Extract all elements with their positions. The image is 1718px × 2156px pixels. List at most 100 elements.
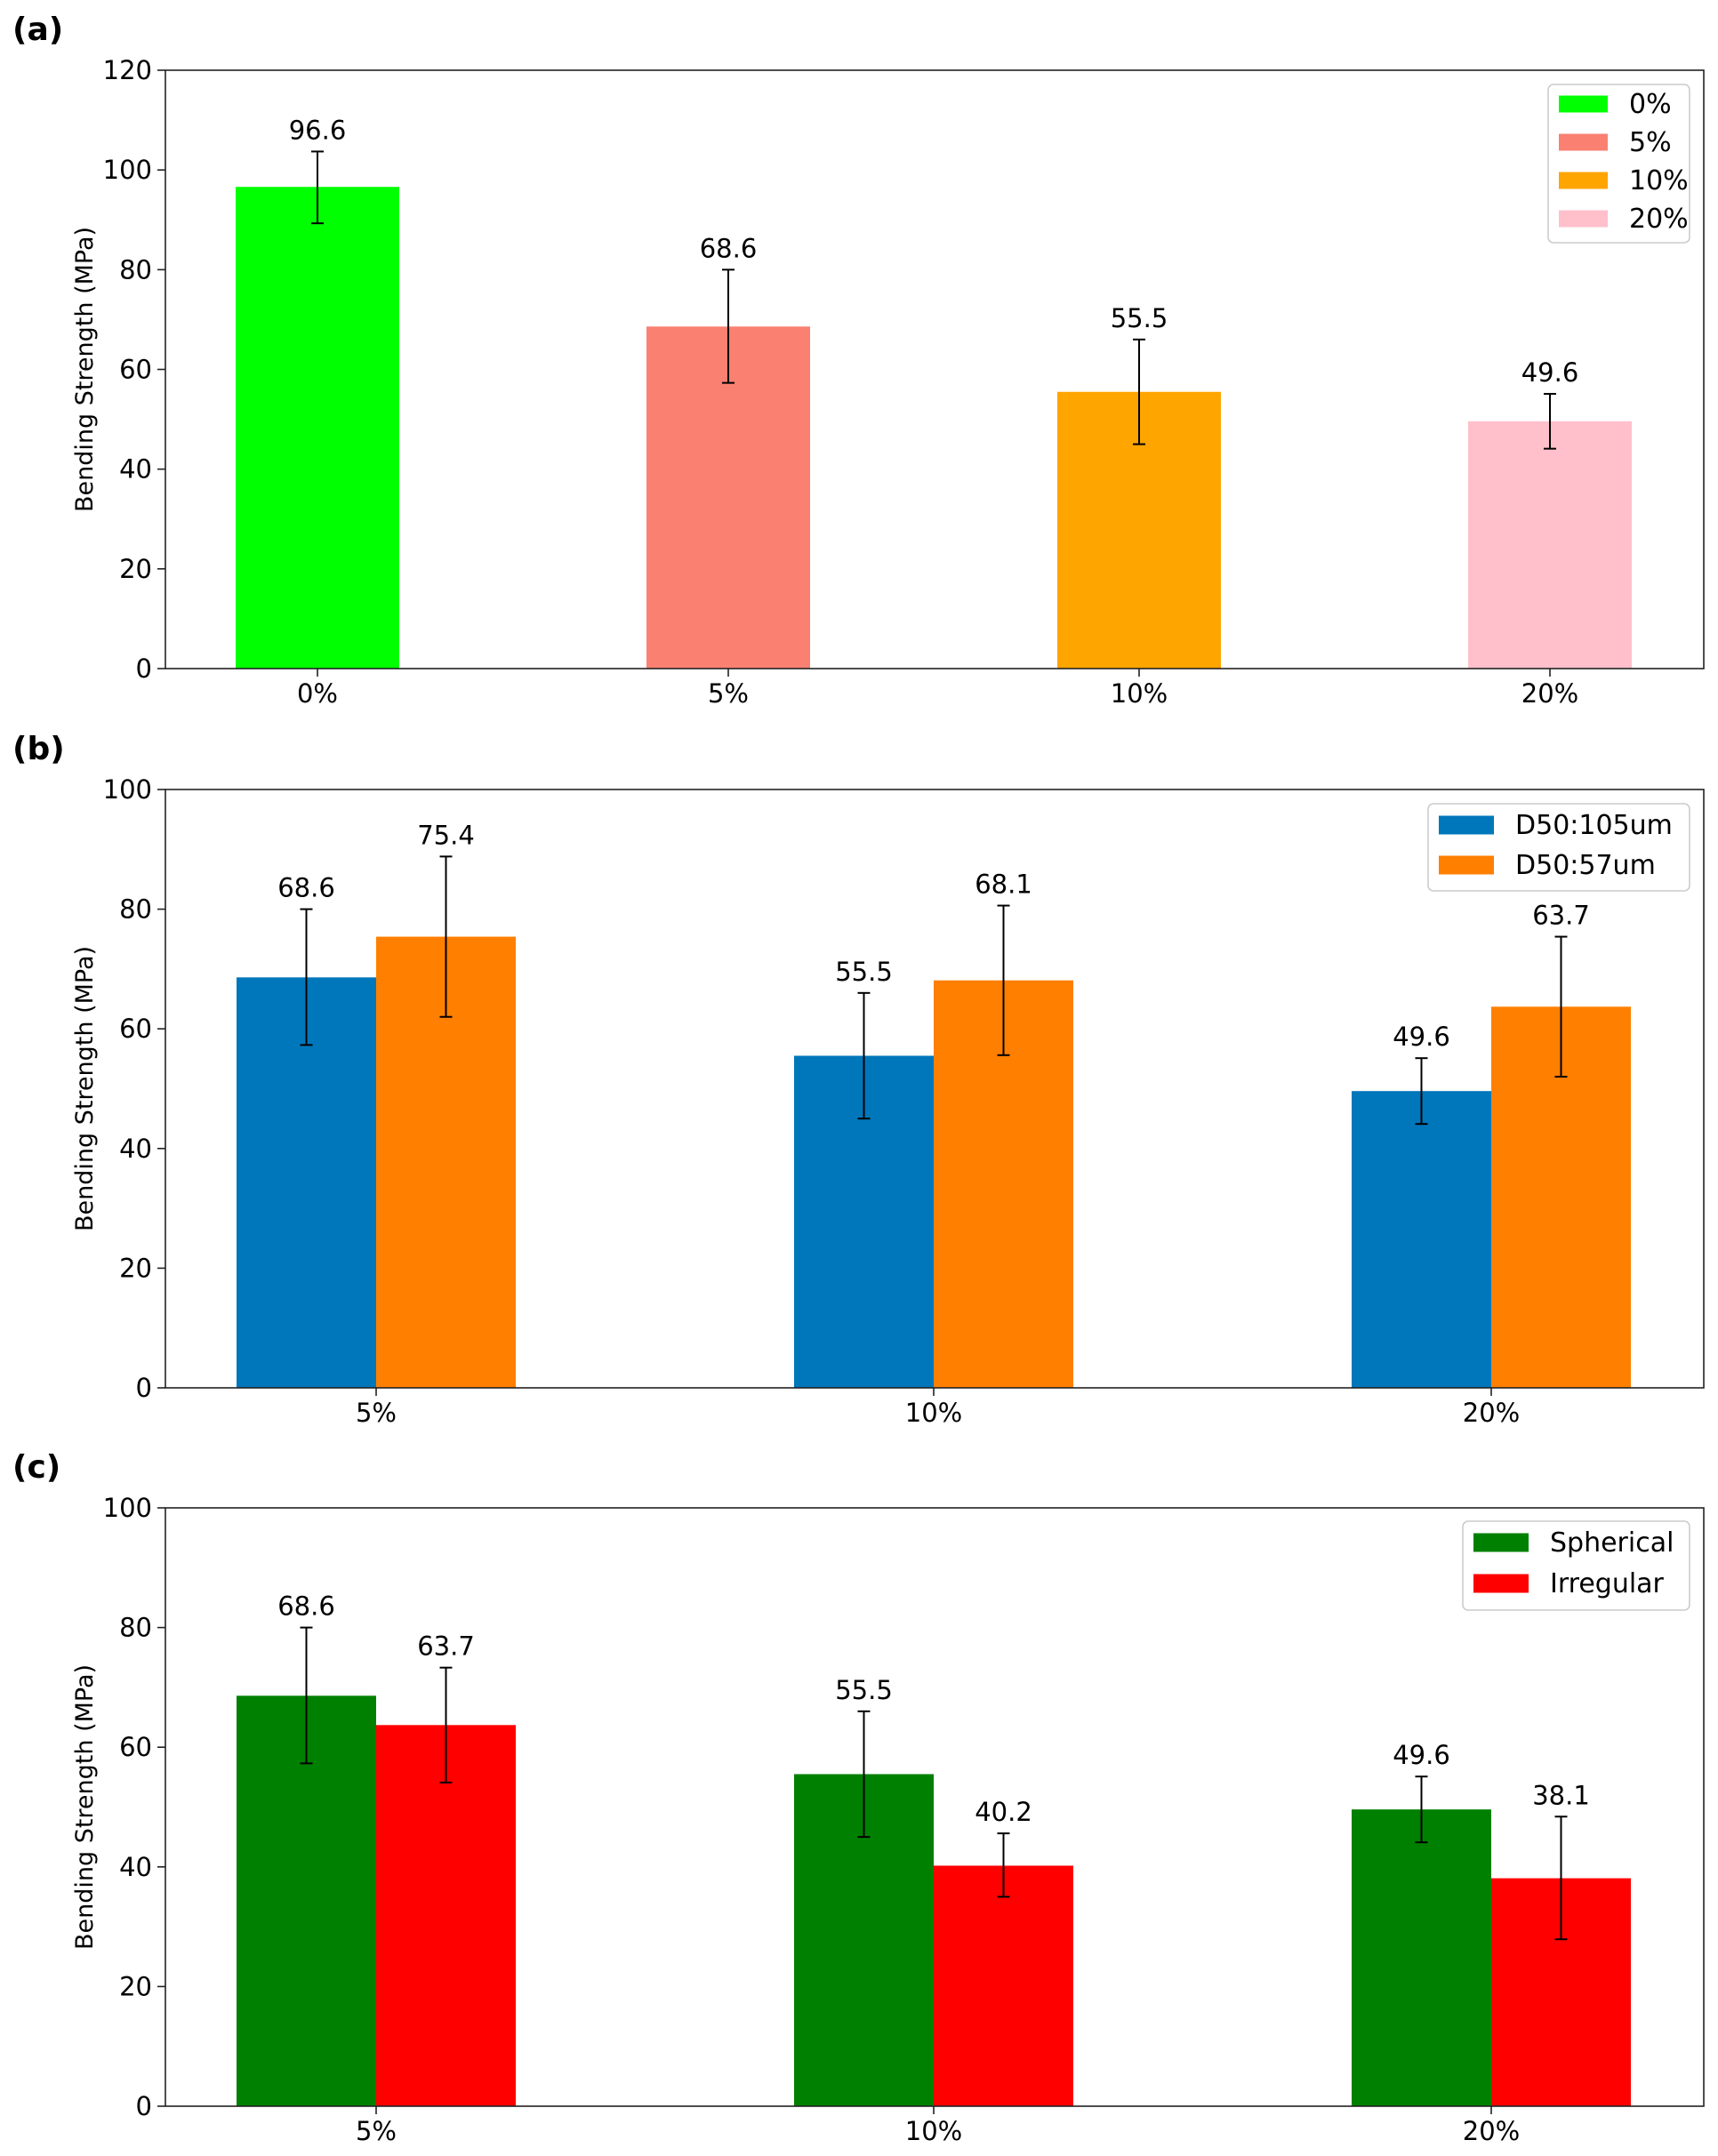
y-tick-label: 80 (119, 254, 152, 285)
bars: 68.6 55.5 49.6 75.4 68.1 63.7 (237, 820, 1631, 1388)
error-bar (300, 908, 313, 1046)
x-axis: 5% 10% 20% (356, 2106, 1520, 2146)
legend-label: 0% (1629, 89, 1672, 120)
x-tick-label: 20% (1463, 1398, 1520, 1428)
data-label: 68.6 (700, 233, 758, 263)
error-bar (1415, 1057, 1428, 1126)
bar-irregular-10pct (934, 1865, 1073, 2106)
data-label: 38.1 (1532, 1780, 1590, 1810)
data-label: 49.6 (1521, 357, 1579, 388)
y-tick-label: 100 (103, 155, 152, 185)
error-bar (439, 1666, 453, 1783)
bar-spherical-20pct (1352, 1809, 1491, 2106)
x-tick-label: 10% (1111, 678, 1168, 709)
error-bar (1554, 935, 1568, 1078)
x-tick-label: 5% (708, 678, 749, 709)
error-bar (997, 1832, 1010, 1898)
error-bar (311, 150, 324, 225)
legend-label: Irregular (1550, 1568, 1665, 1599)
axes-frame (165, 789, 1705, 1389)
error-bar (300, 1626, 313, 1765)
error-bar (439, 855, 453, 1018)
y-tick-label: 80 (119, 1613, 152, 1643)
y-tick-label: 80 (119, 894, 152, 925)
y-tick-label: 40 (119, 1134, 152, 1164)
y-tick-label: 60 (119, 1014, 152, 1044)
y-axis-label: Bending Strength (MPa) (71, 946, 99, 1231)
x-axis: 0% 5% 10% 20% (297, 669, 1578, 709)
panel-c: (c) 68.6 55.5 49.6 63.7 40.2 38.1 0 20 40 60 80 100 5… (12, 1449, 1705, 2146)
y-tick-label: 0 (136, 2091, 152, 2121)
data-label: 68.6 (277, 873, 335, 903)
y-tick-label: 40 (119, 1852, 152, 1882)
panel-b: (b) 68.6 55.5 49.6 75.4 68.1 63.7 0 20 40 60 80 100 5… (12, 731, 1705, 1428)
data-label: 49.6 (1393, 1022, 1450, 1052)
y-axis: 0 20 40 60 80 100 (103, 1493, 165, 2121)
y-tick-label: 120 (103, 55, 152, 85)
legend-label: 5% (1629, 127, 1672, 158)
legend-label: D50:105um (1515, 810, 1673, 841)
error-bar (1544, 392, 1556, 450)
legend-swatch (1559, 172, 1608, 189)
y-tick-label: 100 (103, 1493, 152, 1523)
y-tick-label: 0 (136, 653, 152, 684)
data-label: 96.6 (289, 115, 347, 145)
data-label: 75.4 (417, 820, 475, 850)
panel-a: (a) 96.6 68.6 55.5 49.6 0 20 40 60 80 100 120 0% 5% 10… (12, 12, 1705, 709)
y-axis-label: Bending Strength (MPa) (71, 227, 99, 512)
y-tick-label: 20 (119, 1253, 152, 1283)
error-bar (997, 904, 1010, 1056)
bar-0--0pct (236, 187, 399, 669)
x-tick-label: 10% (905, 1398, 962, 1428)
y-tick-label: 60 (119, 355, 152, 385)
legend: D50:105um D50:57um (1427, 803, 1690, 892)
bars: 96.6 68.6 55.5 49.6 (236, 115, 1632, 669)
error-bar (857, 1710, 871, 1839)
data-label: 63.7 (417, 1631, 475, 1662)
legend-label: Spherical (1550, 1527, 1674, 1559)
y-tick-label: 20 (119, 554, 152, 584)
legend-swatch (1559, 210, 1608, 228)
data-label: 68.1 (975, 870, 1032, 900)
legend: 0% 5% 10% 20% (1547, 84, 1690, 244)
error-bar (722, 268, 735, 384)
data-label: 55.5 (835, 957, 893, 987)
legend-label: D50:57um (1515, 850, 1656, 881)
legend-swatch (1473, 1574, 1529, 1593)
legend: Spherical Irregular (1462, 1520, 1690, 1611)
y-tick-label: 20 (119, 1971, 152, 2001)
panel-label: (b) (12, 731, 65, 767)
bar-irregular-5pct (376, 1725, 516, 2106)
axes-frame (165, 1507, 1705, 2107)
y-tick-label: 0 (136, 1373, 152, 1403)
legend-swatch (1559, 133, 1608, 151)
legend-swatch (1439, 815, 1494, 835)
error-bar (1415, 1775, 1428, 1844)
data-label: 55.5 (835, 1675, 893, 1705)
data-label: 55.5 (1111, 303, 1168, 333)
x-tick-label: 0% (297, 678, 338, 709)
y-tick-label: 60 (119, 1732, 152, 1762)
bar-20--20pct (1468, 421, 1632, 669)
error-bar (1554, 1815, 1568, 1941)
y-axis: 0 20 40 60 80 100 120 (103, 55, 165, 684)
y-tick-label: 40 (119, 454, 152, 485)
error-bar (857, 991, 871, 1120)
x-tick-label: 20% (1463, 2116, 1520, 2146)
data-label: 40.2 (975, 1797, 1032, 1827)
legend-label: 10% (1629, 165, 1689, 196)
x-axis: 5% 10% 20% (356, 1388, 1520, 1428)
legend-swatch (1559, 95, 1608, 113)
error-bar (1133, 338, 1145, 445)
legend-swatch (1473, 1533, 1529, 1552)
panel-label: (c) (12, 1449, 60, 1486)
legend-swatch (1439, 855, 1494, 875)
legend-frame (1547, 84, 1690, 244)
data-label: 63.7 (1532, 901, 1590, 931)
legend-label: 20% (1629, 204, 1689, 235)
x-tick-label: 5% (356, 2116, 397, 2146)
x-tick-label: 20% (1521, 678, 1578, 709)
bars: 68.6 55.5 49.6 63.7 40.2 38.1 (237, 1591, 1631, 2106)
x-tick-label: 5% (356, 1398, 397, 1428)
